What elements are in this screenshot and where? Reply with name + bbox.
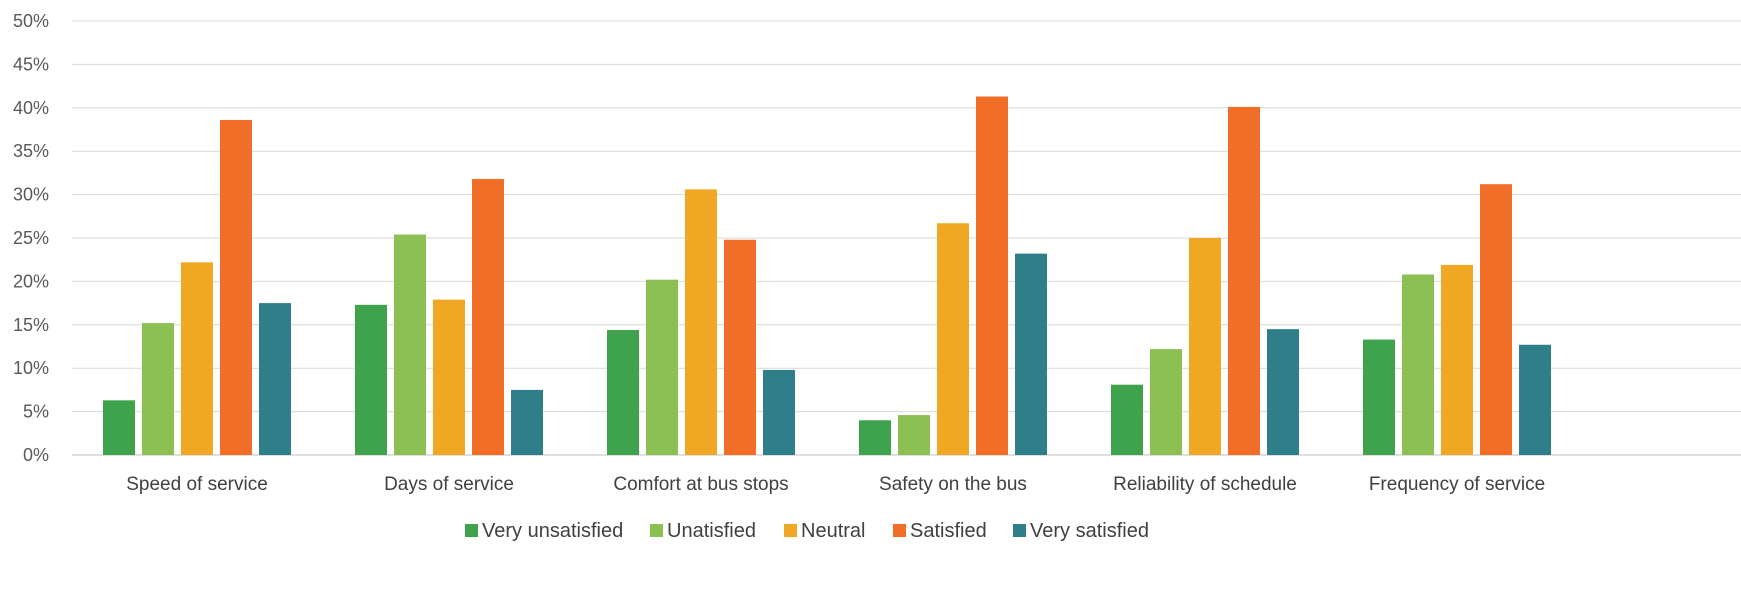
y-tick-label: 50%: [13, 11, 49, 31]
bar: [685, 189, 717, 455]
bar: [394, 234, 426, 455]
legend: Very unsatisfied Unatisfied Neutral Satisfi…: [465, 520, 1149, 542]
bar: [472, 178, 504, 455]
y-tick-label: 30%: [13, 185, 49, 205]
y-tick-label: 20%: [13, 271, 49, 291]
x-category-label: Days of service: [384, 474, 514, 495]
bar-group: [607, 189, 795, 455]
legend-swatch: [650, 524, 663, 537]
y-tick-label: 0%: [23, 445, 49, 465]
bar: [646, 279, 678, 455]
bar: [1189, 238, 1221, 455]
y-tick-label: 25%: [13, 228, 49, 248]
bar-group: [355, 178, 543, 455]
bar: [1519, 344, 1551, 455]
x-category-label: Speed of service: [126, 474, 268, 495]
bar-group: [103, 119, 291, 456]
bar: [937, 223, 969, 455]
bar: [511, 389, 543, 455]
legend-label: Satisfied: [910, 520, 987, 542]
bar: [898, 415, 930, 455]
bar: [1363, 339, 1395, 455]
bar: [724, 239, 756, 455]
bar: [1228, 106, 1260, 455]
x-category-label: Reliability of schedule: [1113, 474, 1297, 495]
legend-label: Neutral: [801, 520, 865, 542]
bar: [103, 400, 135, 455]
bar: [1441, 264, 1473, 455]
bar: [607, 330, 639, 455]
y-axis-ticks: 0% 5% 10% 15% 20% 25% 30% 35% 40% 45% 50%: [13, 11, 49, 465]
bar: [1111, 384, 1143, 455]
bar: [1402, 274, 1434, 455]
bar: [976, 96, 1008, 456]
bar: [142, 323, 174, 455]
bar: [259, 303, 291, 455]
x-category-label: Safety on the bus: [879, 474, 1027, 495]
legend-swatch: [1013, 524, 1026, 537]
x-axis-categories: Speed of service Days of service Comfort a…: [126, 474, 1545, 495]
bar: [763, 369, 795, 455]
x-category-label: Frequency of service: [1369, 474, 1545, 495]
x-category-label: Comfort at bus stops: [613, 474, 788, 495]
bar: [859, 420, 891, 455]
legend-swatch: [465, 524, 478, 537]
y-tick-label: 40%: [13, 98, 49, 118]
bar: [1480, 184, 1512, 455]
bar-group: [1363, 184, 1551, 455]
bar-group: [1111, 106, 1299, 455]
y-tick-label: 15%: [13, 315, 49, 335]
y-tick-label: 45%: [13, 54, 49, 74]
y-tick-label: 10%: [13, 358, 49, 378]
legend-label: Very unsatisfied: [482, 520, 623, 542]
bar: [181, 262, 213, 455]
bar: [355, 304, 387, 455]
bar: [1267, 329, 1299, 455]
bar: [433, 299, 465, 455]
bars: [103, 96, 1551, 456]
y-tick-label: 35%: [13, 141, 49, 161]
legend-swatch: [893, 524, 906, 537]
y-tick-label: 5%: [23, 402, 49, 422]
bar: [220, 119, 252, 456]
bar: [1150, 349, 1182, 455]
bar: [1015, 253, 1047, 455]
legend-swatch: [784, 524, 797, 537]
legend-label: Very satisfied: [1030, 520, 1149, 542]
gridlines: [72, 20, 1741, 456]
legend-label: Unatisfied: [667, 520, 756, 542]
bar-group: [859, 96, 1047, 456]
